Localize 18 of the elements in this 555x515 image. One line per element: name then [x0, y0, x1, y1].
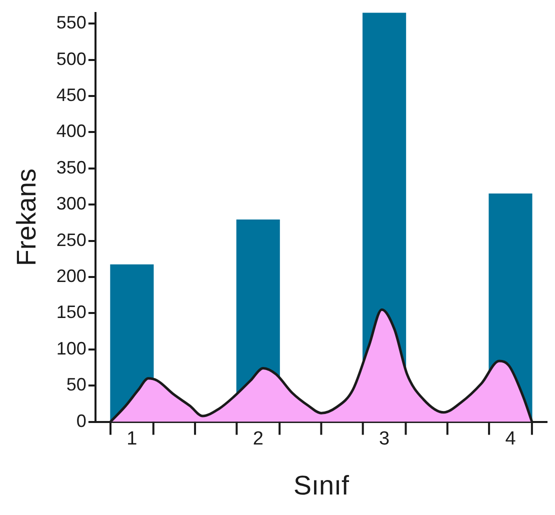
y-axis-title: Frekans	[12, 168, 42, 266]
x-axis-title: Sınıf	[293, 470, 350, 500]
y-tick-label: 300	[56, 194, 86, 214]
y-tick-label: 200	[56, 266, 86, 286]
y-tick-label: 550	[56, 12, 86, 33]
y-tick-label: 350	[56, 157, 86, 178]
y-tick-label: 250	[56, 230, 86, 250]
y-tick-label: 0	[76, 410, 86, 431]
y-tick-label: 50	[66, 374, 86, 395]
y-tick-label: 150	[56, 302, 86, 322]
y-tick-label: 500	[56, 48, 86, 69]
y-tick-label: 450	[56, 85, 86, 106]
x-tick-label: 4	[505, 428, 516, 450]
x-tick-label: 2	[252, 428, 264, 450]
y-tick-label: 400	[56, 121, 86, 142]
x-tick-label: 1	[126, 428, 138, 450]
x-tick-label: 3	[379, 428, 390, 450]
y-tick-label: 100	[56, 338, 86, 358]
